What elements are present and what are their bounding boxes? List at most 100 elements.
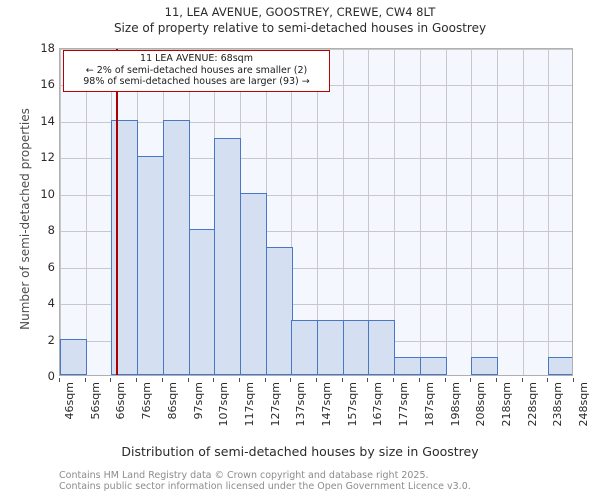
gridline-vertical xyxy=(343,49,344,375)
x-axis-tick-mark xyxy=(367,378,368,382)
x-axis-tick-mark xyxy=(213,378,214,382)
histogram-bar xyxy=(163,119,190,375)
x-axis-tick-label: 157sqm xyxy=(346,382,359,427)
histogram-bar xyxy=(368,320,395,375)
annotation-line-1: 11 LEA AVENUE: 68sqm xyxy=(140,53,253,64)
gridline-vertical xyxy=(548,49,549,375)
x-axis-tick-label: 137sqm xyxy=(294,382,307,427)
gridline-vertical xyxy=(420,49,421,375)
histogram-bar xyxy=(214,138,241,375)
property-annotation-callout: 11 LEA AVENUE: 68sqm ← 2% of semi-detach… xyxy=(63,50,330,92)
gridline-vertical xyxy=(317,49,318,375)
y-axis-tick-label: 16 xyxy=(40,77,55,92)
x-axis-tick-label: 117sqm xyxy=(243,382,256,427)
gridline-horizontal xyxy=(60,121,572,123)
x-axis-tick-mark xyxy=(316,378,317,382)
x-axis-tick-mark xyxy=(265,378,266,382)
x-axis-tick-mark xyxy=(239,378,240,382)
histogram-bar xyxy=(471,356,498,375)
x-axis-tick-label: 187sqm xyxy=(423,382,436,427)
x-axis-tick-label: 66sqm xyxy=(114,382,127,420)
x-axis-ticks: 46sqm 56sqm 66sqm 76sqm 86sqm 97sqm 107sqm 117s… xyxy=(59,378,590,440)
x-axis-tick-label: 218sqm xyxy=(500,382,513,427)
gridline-vertical xyxy=(394,49,395,375)
gridline-vertical xyxy=(368,49,369,375)
gridline-horizontal xyxy=(60,231,572,233)
y-axis-ticks: 0 2 4 6 8 10 12 14 16 18 xyxy=(0,41,55,383)
histogram-bar xyxy=(137,156,164,375)
x-axis-tick-label: 76sqm xyxy=(140,382,153,420)
x-axis-tick-mark xyxy=(496,378,497,382)
x-axis-tick-label: 147sqm xyxy=(320,382,333,427)
histogram-bar xyxy=(60,338,87,375)
gridline-vertical xyxy=(523,49,524,375)
gridline-vertical xyxy=(86,49,87,375)
x-axis-tick-mark xyxy=(188,378,189,382)
x-axis-tick-mark xyxy=(342,378,343,382)
y-axis-tick-label: 12 xyxy=(40,150,55,165)
gridline-vertical xyxy=(60,49,61,375)
histogram-bar xyxy=(548,356,572,375)
page-title: 11, LEA AVENUE, GOOSTREY, CREWE, CW4 8LT xyxy=(164,5,436,19)
y-axis-tick-label: 10 xyxy=(40,186,55,201)
x-axis-tick-mark xyxy=(445,378,446,382)
y-axis-tick-label: 6 xyxy=(47,259,55,274)
x-axis-tick-label: 56sqm xyxy=(89,382,102,420)
y-axis-tick-label: 0 xyxy=(47,369,55,383)
plot-inner xyxy=(60,49,572,375)
x-axis-tick-mark xyxy=(393,378,394,382)
gridline-vertical xyxy=(471,49,472,375)
histogram-bar xyxy=(291,320,318,375)
chart-subtitle: Size of property relative to semi-detach… xyxy=(113,21,487,35)
x-axis-tick-label: 167sqm xyxy=(371,382,384,427)
plot-area xyxy=(59,48,573,376)
x-axis-tick-label: 248sqm xyxy=(577,382,590,427)
histogram-bar xyxy=(317,320,344,375)
gridline-horizontal xyxy=(60,194,572,196)
histogram-bar xyxy=(266,247,293,375)
x-axis-tick-mark xyxy=(522,378,523,382)
x-axis-tick-label: 238sqm xyxy=(551,382,564,427)
x-axis-label: Distribution of semi-detached houses by … xyxy=(121,444,479,459)
annotation-line-2: ← 2% of semi-detached houses are smaller… xyxy=(85,64,308,76)
annotation-line-3: 98% of semi-detached houses are larger (… xyxy=(83,76,310,87)
footer-line-1: Contains HM Land Registry data © Crown c… xyxy=(59,470,429,481)
x-axis-tick-label: 208sqm xyxy=(474,382,487,427)
y-axis-tick-label: 8 xyxy=(47,223,55,238)
x-axis-tick-label: 46sqm xyxy=(63,382,76,420)
y-axis-tick-label: 4 xyxy=(47,296,55,311)
gridline-vertical xyxy=(446,49,447,375)
x-axis-tick-label: 86sqm xyxy=(166,382,179,420)
x-axis-tick-label: 177sqm xyxy=(397,382,410,427)
footer-line-2: Contains public sector information licen… xyxy=(59,481,471,492)
gridline-horizontal xyxy=(60,49,572,50)
chart-title-block: 11, LEA AVENUE, GOOSTREY, CREWE, CW4 8LT… xyxy=(0,5,600,36)
x-axis-tick-mark xyxy=(419,378,420,382)
x-axis-tick-mark xyxy=(136,378,137,382)
x-axis-tick-mark xyxy=(547,378,548,382)
x-axis-tick-label: 198sqm xyxy=(449,382,462,427)
x-axis-tick-mark xyxy=(470,378,471,382)
histogram-bar xyxy=(240,192,267,375)
x-axis-tick-label: 107sqm xyxy=(217,382,230,427)
x-axis-tick-label: 228sqm xyxy=(526,382,539,427)
gridline-horizontal xyxy=(60,158,572,160)
x-axis-tick-mark xyxy=(85,378,86,382)
histogram-bar xyxy=(189,229,216,375)
x-axis-tick-mark xyxy=(573,378,574,382)
x-axis-tick-label: 127sqm xyxy=(269,382,282,427)
gridline-horizontal xyxy=(60,267,572,269)
histogram-bar xyxy=(420,356,447,375)
gridline-horizontal xyxy=(60,304,572,306)
subject-property-marker-line xyxy=(115,49,118,375)
histogram-bar xyxy=(343,320,370,375)
x-axis-tick-mark xyxy=(290,378,291,382)
footer-attribution: Contains HM Land Registry data © Crown c… xyxy=(59,470,579,492)
y-axis-tick-label: 14 xyxy=(40,113,55,128)
y-axis-tick-label: 18 xyxy=(40,41,55,55)
y-axis-label: Number of semi-detached properties xyxy=(18,108,32,330)
gridline-vertical xyxy=(497,49,498,375)
gridline-vertical xyxy=(291,49,292,375)
x-axis-tick-label: 97sqm xyxy=(192,382,205,420)
